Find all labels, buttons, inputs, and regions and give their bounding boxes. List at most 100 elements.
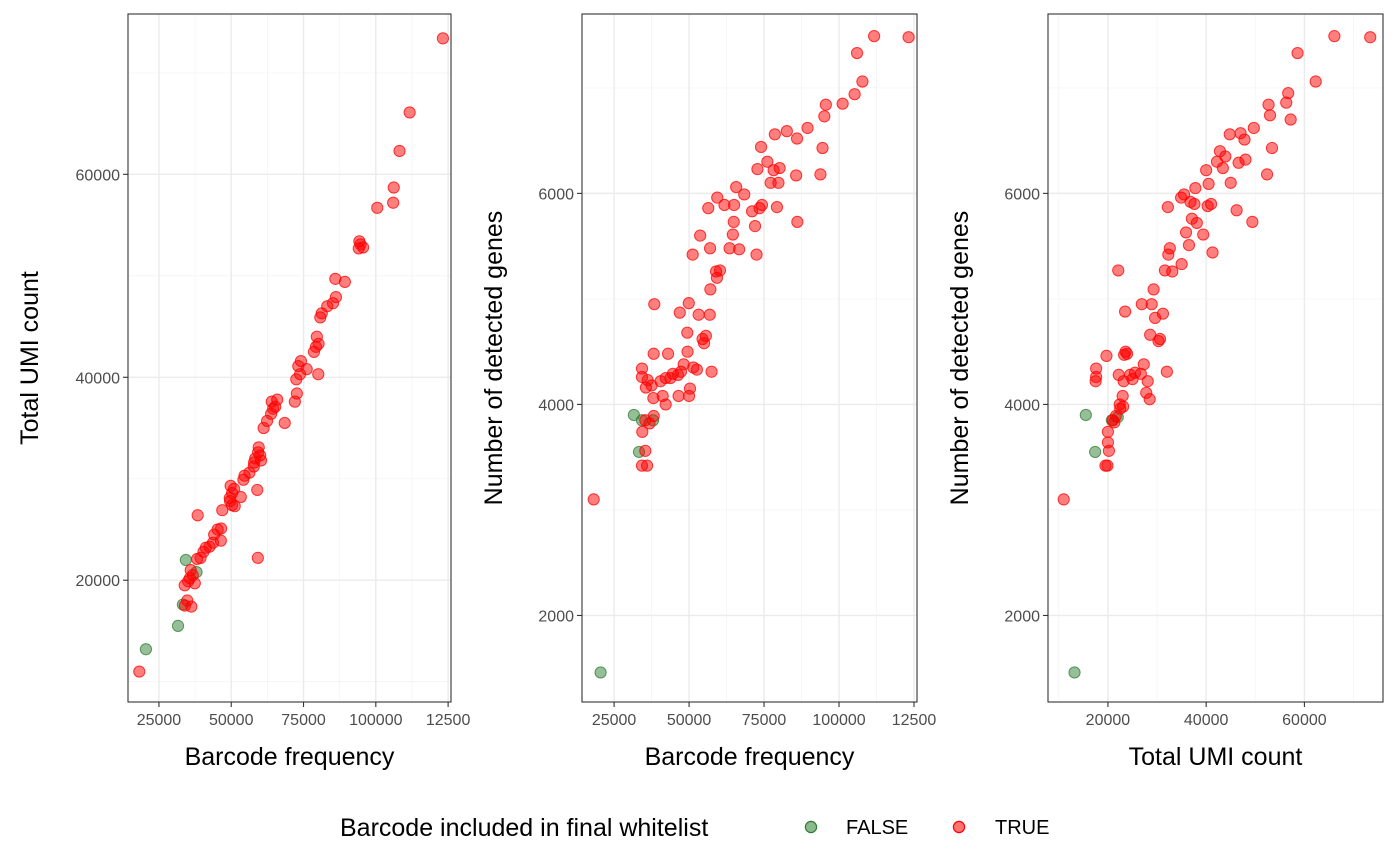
data-point [751, 163, 764, 176]
data-point [1263, 109, 1277, 122]
x-tick-label: 50000 [209, 712, 254, 729]
panel-3: 20000 40000 60000 2000 4000 6000 Total UMI cou… [946, 13, 1384, 771]
data-point [1156, 307, 1170, 320]
data-point [635, 362, 649, 375]
x-tick-label: 100000 [812, 712, 865, 729]
data-point [1147, 283, 1160, 296]
data-point [214, 534, 227, 547]
data-point [338, 275, 351, 288]
data-point [816, 141, 829, 155]
data-point [703, 242, 717, 255]
data-point [215, 522, 228, 535]
panel-border [581, 13, 918, 703]
data-point [705, 365, 718, 378]
x-tick-label: 50000 [667, 712, 712, 729]
data-point [251, 483, 264, 497]
data-point [181, 594, 194, 607]
y-tick-label: 4000 [1004, 397, 1040, 414]
data-point [636, 425, 649, 438]
x-tick-label: 75000 [281, 712, 326, 729]
data-point [1309, 75, 1322, 88]
data-point [1291, 46, 1304, 60]
data-point [692, 308, 705, 321]
data-point [271, 393, 284, 406]
data-point [768, 128, 781, 141]
data-point [780, 125, 793, 138]
panel-2: 25000 50000 75000 100000 12500 2000 4000 6000 Ba… [480, 13, 937, 771]
legend-title: Barcode included in final whitelist [340, 814, 708, 842]
x-tick-label: 75000 [742, 712, 787, 729]
data-point [1089, 445, 1102, 459]
x-axis-title: Total UMI count [1129, 743, 1303, 771]
data-point [648, 298, 661, 311]
y-axis-title: Total UMI count [16, 271, 44, 445]
x-tick-label: 40000 [1184, 712, 1229, 729]
data-point [393, 144, 406, 158]
data-point [713, 264, 727, 277]
data-point [1145, 298, 1158, 311]
data-point [850, 46, 864, 60]
data-point [818, 110, 831, 123]
data-point [1260, 168, 1274, 181]
x-axis-title: Barcode frequency [645, 743, 855, 771]
data-point [1112, 264, 1125, 277]
data-point [702, 202, 715, 215]
data-point [801, 121, 814, 135]
data-point [1117, 400, 1130, 413]
data-point [1090, 362, 1103, 375]
data-point [133, 665, 146, 678]
data-point [750, 248, 763, 261]
data-point [836, 97, 849, 110]
data-point [1079, 408, 1092, 422]
data-point [1216, 161, 1229, 175]
data-point [673, 306, 686, 319]
legend-label-true: TRUE [995, 817, 1049, 839]
data-point [790, 132, 804, 145]
x-axis-title: Barcode frequency [185, 743, 395, 771]
panels: 25000 50000 75000 100000 12500 20000 40000 6000… [16, 13, 1384, 771]
data-point [254, 449, 267, 462]
data-point [819, 98, 832, 111]
y-tick-label: 60000 [76, 167, 121, 184]
data-point [1163, 242, 1176, 255]
data-point [727, 215, 740, 228]
data-point [1189, 182, 1202, 195]
data-point [1328, 30, 1341, 43]
data-point [754, 140, 768, 154]
data-point [1175, 257, 1188, 271]
legend-item-true: TRUE [952, 817, 1049, 839]
data-point [1100, 349, 1113, 362]
data-point [703, 308, 716, 321]
data-point [312, 368, 325, 381]
y-axis-title: Number of detected genes [480, 211, 508, 506]
x-tick-label: 20000 [1086, 712, 1131, 729]
data-point [686, 248, 699, 261]
legend-item-false: FALSE [804, 817, 908, 839]
data-point [216, 504, 229, 517]
x-tick-label: 25000 [592, 712, 637, 729]
data-point [278, 416, 291, 430]
data-point [1160, 365, 1173, 378]
data-point [1202, 177, 1215, 190]
data-point [1166, 265, 1179, 278]
data-point [1265, 141, 1279, 155]
data-point [772, 176, 785, 189]
series-true [587, 30, 915, 506]
data-point [1284, 113, 1297, 126]
data-point [683, 382, 697, 395]
data-point [251, 551, 264, 565]
data-point [659, 398, 672, 411]
legend-key-false [804, 820, 818, 834]
data-point [1101, 459, 1114, 472]
x-tick-label: 12500 [892, 712, 937, 729]
data-point [868, 30, 881, 43]
data-point [1057, 493, 1070, 506]
data-point [755, 198, 769, 212]
y-tick-label: 2000 [1004, 608, 1040, 625]
data-point [790, 169, 803, 182]
data-point [647, 409, 660, 423]
data-point [1101, 425, 1115, 438]
x-tick-label: 25000 [137, 712, 182, 729]
data-point [1182, 238, 1196, 252]
